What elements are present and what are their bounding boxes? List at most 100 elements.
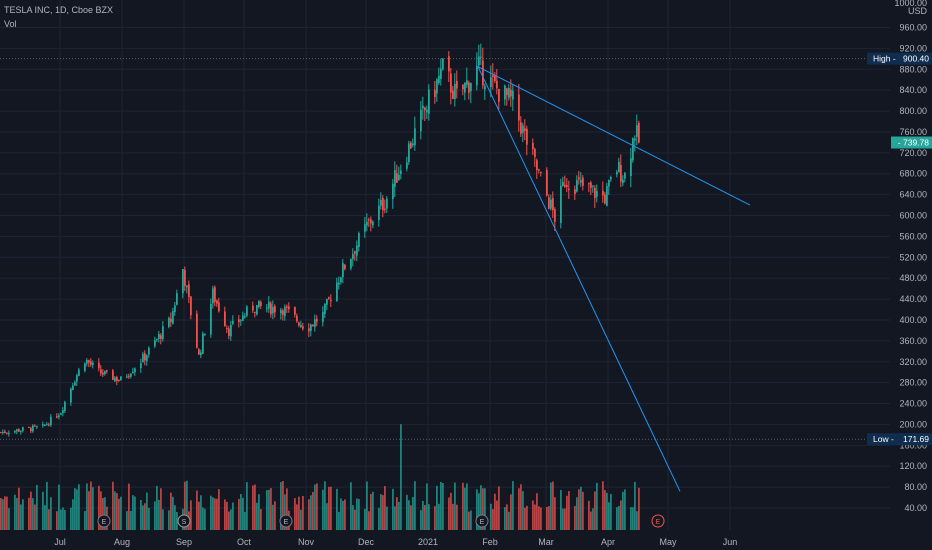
volume-bar bbox=[282, 480, 284, 530]
candle-body bbox=[42, 424, 44, 426]
volume-bar bbox=[496, 500, 498, 530]
candle-body bbox=[440, 68, 442, 79]
candle-body bbox=[114, 377, 116, 382]
volume-bar bbox=[170, 492, 172, 530]
volume-bar bbox=[384, 486, 386, 530]
candle-body bbox=[422, 105, 424, 109]
earnings-marker[interactable] bbox=[279, 514, 293, 528]
trendline[interactable] bbox=[477, 66, 751, 206]
candle-body bbox=[28, 426, 30, 428]
candle-body bbox=[438, 75, 440, 84]
volume-bar bbox=[114, 491, 116, 530]
volume-bar bbox=[156, 485, 158, 530]
volume-bar bbox=[596, 482, 598, 530]
split-marker-label: S bbox=[182, 519, 187, 526]
candle-body bbox=[632, 138, 634, 161]
volume-bar bbox=[112, 481, 114, 530]
candle-body bbox=[534, 149, 536, 158]
candle-body bbox=[260, 302, 262, 306]
volume-bar bbox=[490, 503, 492, 530]
volume-bar bbox=[196, 490, 198, 530]
candle-body bbox=[272, 306, 274, 314]
candle-body bbox=[198, 349, 200, 355]
volume-bar bbox=[466, 483, 468, 530]
earnings-marker[interactable] bbox=[475, 514, 489, 528]
trendline[interactable] bbox=[477, 66, 681, 492]
volume-bar bbox=[450, 492, 452, 530]
volume-bar bbox=[526, 505, 528, 530]
volume-bar bbox=[434, 506, 436, 530]
candle-body bbox=[506, 88, 508, 96]
volume-bar bbox=[574, 505, 576, 530]
volume-bar bbox=[372, 491, 374, 530]
volume-bar bbox=[244, 511, 246, 530]
candle-body bbox=[30, 428, 32, 432]
candle-body bbox=[88, 360, 90, 363]
candle-body bbox=[602, 190, 604, 196]
volume-bar bbox=[524, 507, 526, 530]
volume-bar bbox=[616, 507, 618, 530]
volume-bar bbox=[312, 491, 314, 530]
candle-body bbox=[134, 368, 136, 373]
low-badge-value: 171.69 bbox=[903, 434, 929, 444]
volume-bar bbox=[394, 506, 396, 530]
volume-bar bbox=[204, 508, 206, 530]
volume-bar bbox=[256, 502, 258, 530]
volume-bar bbox=[338, 511, 340, 530]
volume-bar bbox=[232, 502, 234, 530]
volume-bar bbox=[22, 499, 24, 530]
candle-body bbox=[16, 429, 18, 432]
candle-body bbox=[354, 251, 356, 254]
candle-body bbox=[100, 369, 102, 374]
volume-bar bbox=[382, 495, 384, 530]
candle-body bbox=[466, 80, 468, 85]
volume-bar bbox=[594, 491, 596, 530]
high-badge-bg bbox=[867, 52, 932, 65]
split-marker[interactable] bbox=[177, 514, 191, 528]
candle-body bbox=[258, 300, 260, 308]
volume-bar bbox=[202, 507, 204, 530]
candle-body bbox=[252, 305, 254, 311]
earnings-marker-label: E bbox=[102, 519, 107, 526]
price-tick-label: 840.00 bbox=[899, 85, 927, 95]
candle-body bbox=[20, 430, 22, 432]
candle-body bbox=[380, 199, 382, 206]
volume-bar bbox=[622, 491, 624, 530]
candle-body bbox=[408, 143, 410, 163]
volume-bar bbox=[476, 489, 478, 530]
volume-bar bbox=[340, 498, 342, 530]
candle-body bbox=[548, 197, 550, 209]
volume-bar bbox=[358, 498, 360, 530]
volume-bar bbox=[212, 497, 214, 530]
volume-bar bbox=[258, 494, 260, 530]
candle-body bbox=[518, 94, 520, 121]
volume-bar bbox=[328, 486, 330, 530]
candle-body bbox=[420, 109, 422, 132]
volume-bar bbox=[270, 488, 272, 530]
candle-body bbox=[112, 370, 114, 380]
candle-body bbox=[580, 180, 582, 183]
volume-bar bbox=[230, 509, 232, 530]
price-tick-label: 1000.00 bbox=[894, 0, 927, 8]
time-tick-label: Jul bbox=[54, 537, 66, 547]
candle-body bbox=[366, 221, 368, 226]
earnings-marker[interactable] bbox=[97, 514, 111, 528]
candle-body bbox=[482, 60, 484, 86]
candle-body bbox=[608, 179, 610, 187]
volume-bar bbox=[452, 503, 454, 530]
candle-body bbox=[384, 208, 386, 210]
earnings-marker-label: E bbox=[284, 519, 289, 526]
volume-bar bbox=[142, 505, 144, 530]
volume-bar bbox=[588, 500, 590, 530]
candle-body bbox=[156, 339, 158, 341]
volume-bar bbox=[224, 499, 226, 530]
candle-body bbox=[298, 322, 300, 326]
earnings-marker[interactable] bbox=[651, 514, 665, 528]
candle-body bbox=[146, 355, 148, 361]
volume-bar bbox=[280, 482, 282, 530]
volume-bar bbox=[140, 499, 142, 530]
candle-body bbox=[622, 179, 624, 184]
candle-body bbox=[186, 285, 188, 288]
volume-bar bbox=[442, 482, 444, 530]
